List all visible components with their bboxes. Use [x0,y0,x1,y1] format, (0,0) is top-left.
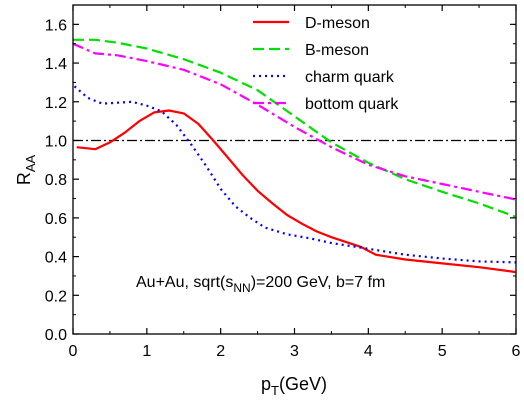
legend-label-charm-quark: charm quark [305,69,395,86]
series-line-charm-quark [73,85,517,264]
y-tick-label: 1.0 [45,133,67,150]
y-tick-label: 1.2 [45,95,67,112]
x-tick-label: 6 [512,343,521,360]
y-tick-label: 1.6 [45,17,67,34]
x-axis: 0 1 2 3 4 5 6 [69,5,521,360]
y-tick-label: 0.2 [45,288,67,305]
x-tick-label: 3 [290,343,299,360]
series-line-d-meson [76,109,517,274]
annotation: Au+Au, sqrt(sNN)=200 GeV, b=7 fm [136,274,385,295]
legend: D-meson B-meson charm quark bottom quark [253,15,399,113]
y-axis-title-main: R [14,172,34,185]
x-tick-label: 1 [142,343,151,360]
x-axis-title-main: p [261,374,271,394]
y-tick-label: 0.6 [45,211,67,228]
y-tick-label: 0.0 [45,327,67,344]
y-tick-label: 0.4 [45,250,67,267]
x-tick-label: 2 [216,343,225,360]
x-tick-label: 4 [364,343,373,360]
annotation-prefix: Au+Au, sqrt(s [136,274,233,291]
annotation-sub: NN [233,281,250,295]
y-axis-title-sub: AA [23,155,38,173]
legend-label-bottom-quark: bottom quark [305,96,399,113]
x-tick-label: 0 [69,343,78,360]
legend-label-d-meson: D-meson [305,15,370,32]
y-axis-title: RAA [14,155,38,186]
x-axis-title-sub: T [271,383,279,398]
y-axis: 0.0 0.2 0.4 0.6 0.8 1.0 1.2 1.4 1.6 [45,4,516,344]
y-tick-label: 0.8 [45,172,67,189]
x-tick-label: 5 [438,343,447,360]
legend-label-b-meson: B-meson [305,42,369,59]
x-axis-title-unit: (GeV) [279,374,327,394]
x-axis-title: pT(GeV) [261,374,327,398]
y-tick-label: 1.4 [45,56,67,73]
annotation-suffix: )=200 GeV, b=7 fm [251,274,386,291]
series-line-bottom-quark [72,42,517,201]
